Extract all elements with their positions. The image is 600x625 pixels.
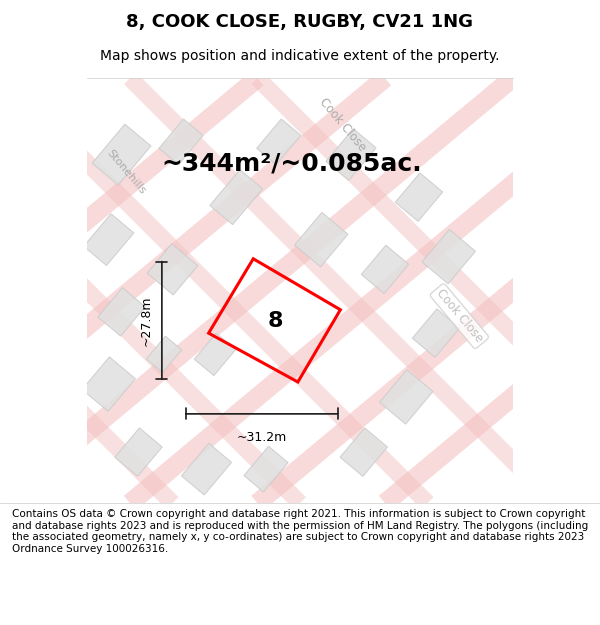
Text: Stonehills: Stonehills (104, 148, 147, 196)
Text: Map shows position and indicative extent of the property.: Map shows position and indicative extent… (100, 49, 500, 63)
Polygon shape (92, 124, 151, 185)
Polygon shape (83, 214, 134, 266)
Polygon shape (124, 71, 600, 511)
Polygon shape (251, 72, 600, 509)
Polygon shape (115, 428, 162, 476)
Text: Cook Close: Cook Close (433, 287, 485, 345)
Polygon shape (379, 71, 600, 511)
Text: 8, COOK CLOSE, RUGBY, CV21 1NG: 8, COOK CLOSE, RUGBY, CV21 1NG (127, 13, 473, 31)
Polygon shape (0, 71, 391, 511)
Polygon shape (244, 446, 288, 492)
Text: ~344m²/~0.085ac.: ~344m²/~0.085ac. (161, 151, 422, 175)
Polygon shape (380, 369, 433, 424)
Polygon shape (147, 244, 198, 295)
Polygon shape (0, 71, 518, 511)
Polygon shape (194, 333, 236, 376)
Polygon shape (340, 428, 388, 476)
Polygon shape (361, 245, 409, 294)
Polygon shape (181, 443, 232, 495)
Polygon shape (210, 169, 263, 224)
Polygon shape (0, 72, 434, 509)
Polygon shape (251, 71, 600, 511)
Polygon shape (159, 119, 203, 165)
Polygon shape (412, 309, 460, 358)
Polygon shape (257, 119, 301, 165)
Polygon shape (395, 173, 443, 221)
Polygon shape (146, 336, 182, 372)
Polygon shape (98, 288, 145, 336)
Polygon shape (0, 71, 263, 511)
Polygon shape (124, 72, 561, 509)
Text: Contains OS data © Crown copyright and database right 2021. This information is : Contains OS data © Crown copyright and d… (12, 509, 588, 554)
Text: ~27.8m: ~27.8m (140, 295, 152, 346)
Polygon shape (295, 213, 348, 267)
Polygon shape (82, 357, 136, 411)
Text: ~31.2m: ~31.2m (236, 431, 287, 444)
Text: 8: 8 (267, 311, 283, 331)
Polygon shape (0, 72, 306, 509)
Polygon shape (422, 229, 475, 284)
Polygon shape (326, 129, 376, 181)
Polygon shape (0, 72, 179, 509)
Text: Cook Close: Cook Close (317, 96, 368, 154)
